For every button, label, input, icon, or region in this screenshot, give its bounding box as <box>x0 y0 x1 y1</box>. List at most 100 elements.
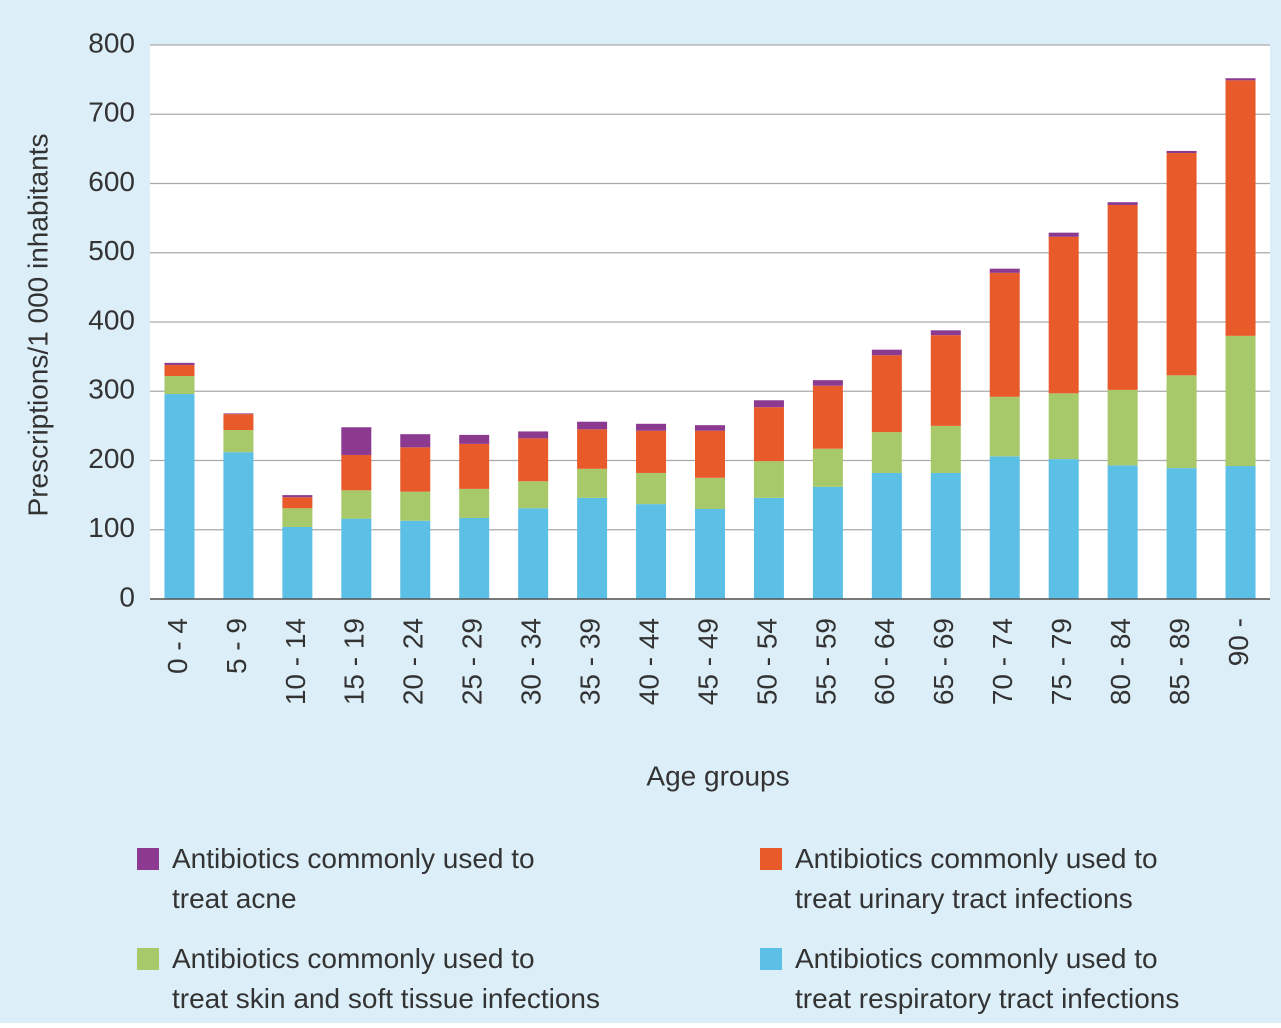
legend-label: Antibiotics commonly used to treat urinar… <box>795 843 1158 914</box>
bar-segment <box>930 335 961 426</box>
legend-swatch <box>760 848 782 870</box>
legend-label: Antibiotics commonly used to treat respir… <box>795 943 1179 1014</box>
x-axis-label: Age groups <box>646 760 789 791</box>
bar-segment <box>1166 468 1197 599</box>
bar-segment <box>577 497 608 599</box>
bar-segment <box>459 443 490 489</box>
bar-segment <box>518 431 549 439</box>
x-tick-label: 80 - 84 <box>1105 618 1136 705</box>
x-tick-label: 50 - 54 <box>751 618 782 705</box>
bar-segment <box>753 461 784 498</box>
y-tick-label: 500 <box>88 235 135 266</box>
x-tick-label: 40 - 44 <box>633 618 664 705</box>
bar-segment <box>1225 78 1256 81</box>
x-tick-label: 30 - 34 <box>516 618 547 705</box>
bar-segment <box>164 394 195 599</box>
bar-segment <box>459 517 490 599</box>
x-tick-label: 20 - 24 <box>398 618 429 705</box>
y-tick-label: 800 <box>88 27 135 58</box>
bar-segment <box>636 472 667 505</box>
bar-segment <box>164 362 195 365</box>
bar-segment <box>341 454 372 491</box>
bar-segment <box>400 447 431 492</box>
bar-segment <box>871 355 902 433</box>
bar-segment <box>1225 466 1256 599</box>
bar-segment <box>695 430 725 478</box>
bar-segment <box>1225 80 1256 336</box>
bar-segment <box>1107 204 1138 390</box>
bar-segment <box>1107 389 1138 466</box>
x-tick-label: 90 - <box>1223 618 1254 666</box>
bar-segment <box>989 272 1020 397</box>
x-tick-label: 35 - 39 <box>574 618 605 705</box>
bar-segment <box>695 508 725 599</box>
bar-segment <box>1166 150 1197 154</box>
x-tick-label: 15 - 19 <box>339 618 370 705</box>
bar-segment <box>223 414 254 431</box>
bar-segment <box>223 413 254 415</box>
legend-label: Antibiotics commonly used to treat skin a… <box>172 943 600 1014</box>
x-tick-label: 60 - 64 <box>869 618 900 705</box>
bar-segment <box>341 518 372 599</box>
bar-segment <box>636 504 667 599</box>
bar-segment <box>753 497 784 599</box>
bar-segment <box>1048 459 1079 599</box>
bar-segment <box>518 508 549 599</box>
bar-segment <box>282 495 313 498</box>
legend-swatch <box>137 948 159 970</box>
bar-segment <box>930 472 961 599</box>
bar-segment <box>400 434 431 448</box>
y-axis-label: Prescriptions/1 000 inhabitants <box>22 134 53 517</box>
legend-swatch <box>137 848 159 870</box>
bar-segment <box>1048 232 1079 237</box>
bar-segment <box>930 330 961 336</box>
legend-swatch <box>760 948 782 970</box>
bar-segment <box>1225 335 1256 467</box>
bar-segment <box>577 421 608 430</box>
bar-segment <box>989 268 1020 273</box>
x-tick-label: 10 - 14 <box>280 618 311 705</box>
legend-label: Antibiotics commonly used to treat acne <box>172 843 535 914</box>
bar-segment <box>400 491 431 521</box>
bar-segment <box>989 456 1020 599</box>
bar-segment <box>753 407 784 462</box>
bar-segment <box>636 423 667 431</box>
bar-segment <box>930 425 961 473</box>
y-tick-label: 400 <box>88 304 135 335</box>
bar-segment <box>871 349 902 356</box>
bar-segment <box>753 400 784 408</box>
bar-segment <box>636 430 667 473</box>
x-tick-label: 55 - 59 <box>810 618 841 705</box>
bar-segment <box>989 396 1020 457</box>
y-tick-label: 300 <box>88 374 135 405</box>
bar-segment <box>459 488 490 518</box>
bar-segment <box>577 468 608 498</box>
x-tick-label: 0 - 4 <box>162 618 193 674</box>
x-tick-label: 85 - 89 <box>1164 618 1195 705</box>
y-tick-label: 700 <box>88 97 135 128</box>
bar-segment <box>812 486 843 599</box>
bar-segment <box>1166 153 1197 376</box>
bar-segment <box>1048 393 1079 460</box>
bar-segment <box>1048 236 1079 394</box>
bar-segment <box>282 526 313 599</box>
bar-segment <box>282 508 313 527</box>
y-tick-label: 600 <box>88 166 135 197</box>
bar-segment <box>812 380 843 386</box>
bar-segment <box>577 429 608 469</box>
bar-segment <box>1107 202 1138 205</box>
x-tick-label: 65 - 69 <box>928 618 959 705</box>
x-tick-label: 70 - 74 <box>987 618 1018 705</box>
y-tick-label: 100 <box>88 512 135 543</box>
bar-segment <box>871 472 902 599</box>
bar-segment <box>164 364 195 377</box>
x-tick-label: 45 - 49 <box>692 618 723 705</box>
y-tick-label: 200 <box>88 443 135 474</box>
bar-segment <box>695 425 725 431</box>
bar-segment <box>871 432 902 473</box>
bar-segment <box>812 448 843 487</box>
x-tick-label: 5 - 9 <box>221 618 252 674</box>
bar-segment <box>518 481 549 509</box>
bar-segment <box>518 438 549 482</box>
